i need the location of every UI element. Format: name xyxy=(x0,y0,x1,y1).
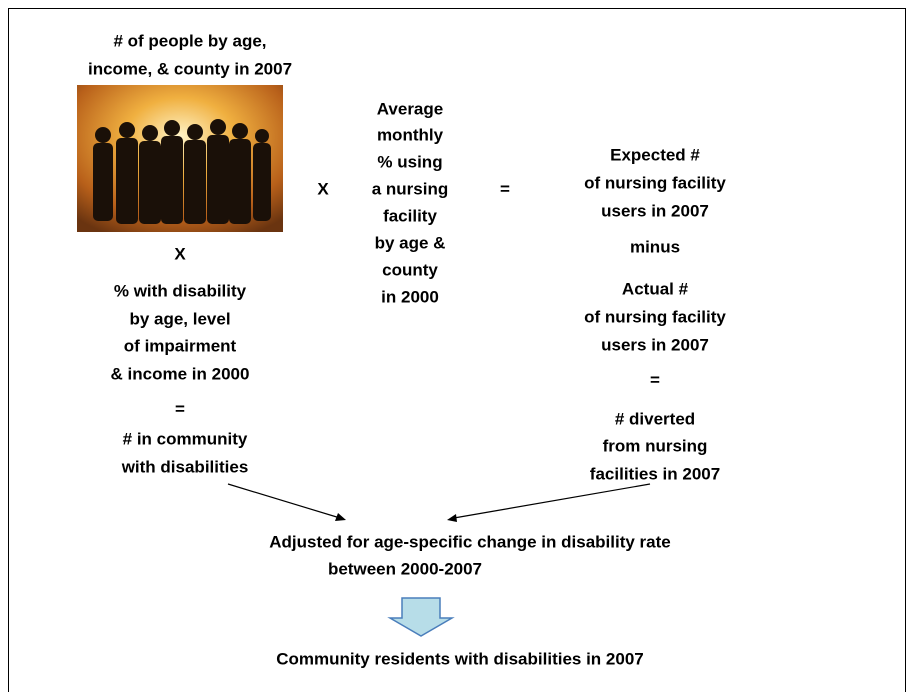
operator: = xyxy=(500,179,510,198)
text-line: facility xyxy=(383,206,437,225)
text-line: of impairment xyxy=(124,336,237,355)
text-line: % with disability xyxy=(114,281,247,300)
text-line: Adjusted for age-specific change in disa… xyxy=(269,532,670,551)
down-arrow xyxy=(387,597,455,637)
text-line: & income in 2000 xyxy=(111,364,250,383)
text-line: users in 2007 xyxy=(601,335,709,354)
people-image xyxy=(77,85,283,232)
text-line: facilities in 2007 xyxy=(590,464,720,483)
text-line: Average xyxy=(377,99,443,118)
operator: = xyxy=(650,370,660,389)
operator: X xyxy=(317,179,329,198)
text-line: of nursing facility xyxy=(584,307,726,326)
text-line: monthly xyxy=(377,125,444,144)
text-line: county xyxy=(382,260,438,279)
operator: = xyxy=(175,399,185,418)
text-line: % using xyxy=(377,152,442,171)
text-line: Expected # xyxy=(610,145,700,164)
text-line: minus xyxy=(630,237,680,256)
frame xyxy=(8,8,906,697)
arrows xyxy=(227,483,651,522)
text-line: # in community xyxy=(123,429,248,448)
header-line: # of people by age, xyxy=(113,31,266,50)
header-line: income, & county in 2007 xyxy=(88,59,292,78)
text-line: a nursing xyxy=(372,179,449,198)
text-line: # diverted xyxy=(615,409,695,428)
text-line: of nursing facility xyxy=(584,173,726,192)
text-line: with disabilities xyxy=(121,457,249,476)
text-line: in 2000 xyxy=(381,287,439,306)
text-line: by age & xyxy=(375,233,446,252)
text-line: Actual # xyxy=(622,279,689,298)
text-line: by age, level xyxy=(129,309,230,328)
operator: X xyxy=(174,244,186,263)
final-line: Community residents with disabilities in… xyxy=(276,649,643,668)
text-line: between 2000-2007 xyxy=(328,559,482,578)
text-line: from nursing xyxy=(603,436,708,455)
text-line: users in 2007 xyxy=(601,201,709,220)
